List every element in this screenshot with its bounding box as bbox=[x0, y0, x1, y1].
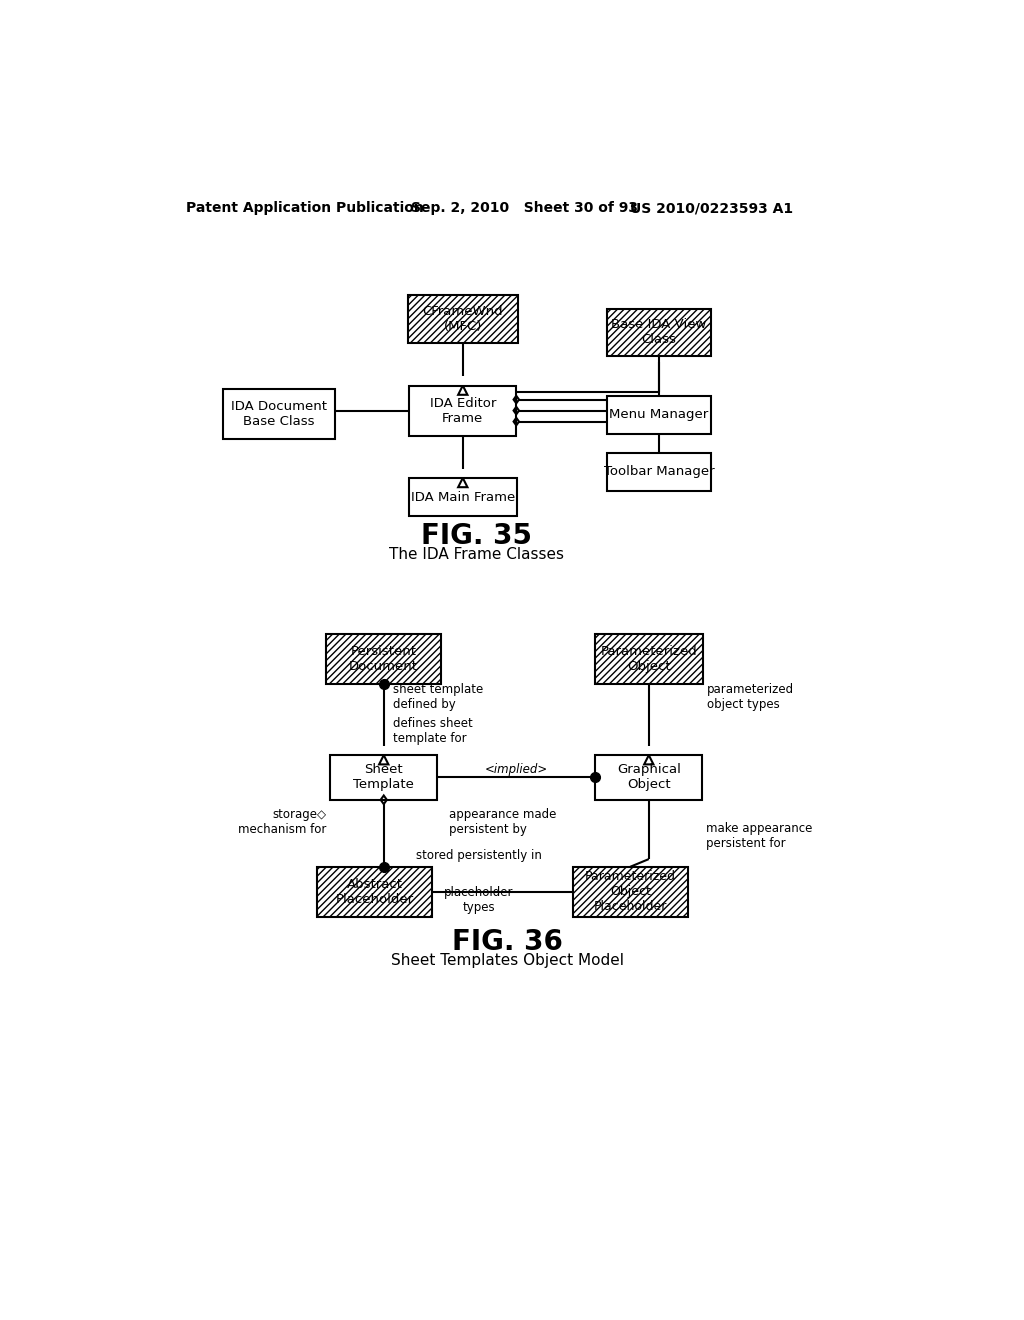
Text: Sheet Templates Object Model: Sheet Templates Object Model bbox=[391, 953, 625, 969]
Text: Toolbar Manager: Toolbar Manager bbox=[603, 465, 714, 478]
Bar bbox=[223, 389, 335, 440]
Text: Persistent
Document: Persistent Document bbox=[349, 645, 418, 673]
Text: IDA Document
Base Class: IDA Document Base Class bbox=[231, 400, 327, 429]
Text: defines sheet
template for: defines sheet template for bbox=[393, 717, 473, 744]
Bar bbox=[331, 755, 437, 800]
Text: Parameterized
Object: Parameterized Object bbox=[600, 645, 697, 673]
Bar bbox=[606, 309, 712, 356]
Text: Patent Application Publication: Patent Application Publication bbox=[186, 202, 424, 215]
Bar bbox=[327, 635, 441, 684]
Text: CFrameWnd
(MFC): CFrameWnd (MFC) bbox=[423, 305, 503, 334]
Text: IDA Editor
Frame: IDA Editor Frame bbox=[430, 396, 496, 425]
Text: Base IDA View
Class: Base IDA View Class bbox=[611, 318, 707, 346]
Text: Graphical
Object: Graphical Object bbox=[616, 763, 681, 792]
Bar bbox=[410, 385, 516, 436]
Bar bbox=[595, 635, 703, 684]
Text: FIG. 35: FIG. 35 bbox=[421, 521, 532, 549]
Text: appearance made
persistent by: appearance made persistent by bbox=[449, 808, 556, 836]
Bar bbox=[409, 478, 517, 516]
Bar bbox=[606, 396, 712, 434]
Text: Abstract
Placeholder: Abstract Placeholder bbox=[336, 878, 414, 906]
Text: IDA Main Frame: IDA Main Frame bbox=[411, 491, 515, 504]
Text: placeholder
types: placeholder types bbox=[444, 886, 514, 913]
Bar bbox=[317, 867, 432, 917]
Text: Sheet
Template: Sheet Template bbox=[353, 763, 414, 792]
Bar bbox=[595, 635, 703, 684]
Bar bbox=[408, 296, 518, 343]
Bar bbox=[572, 867, 687, 917]
Text: Sep. 2, 2010   Sheet 30 of 93: Sep. 2, 2010 Sheet 30 of 93 bbox=[411, 202, 638, 215]
Text: The IDA Frame Classes: The IDA Frame Classes bbox=[389, 546, 564, 562]
Bar bbox=[572, 867, 687, 917]
Text: make appearance
persistent for: make appearance persistent for bbox=[707, 822, 812, 850]
Bar bbox=[327, 635, 441, 684]
Text: storage◇
mechanism for: storage◇ mechanism for bbox=[238, 808, 327, 836]
Bar bbox=[595, 755, 702, 800]
Bar bbox=[317, 867, 432, 917]
Text: Menu Manager: Menu Manager bbox=[609, 408, 709, 421]
Text: parameterized
object types: parameterized object types bbox=[707, 684, 794, 711]
Bar bbox=[408, 296, 518, 343]
Text: Parameterized
Object
Placeholder: Parameterized Object Placeholder bbox=[585, 870, 676, 913]
Text: sheet template
defined by: sheet template defined by bbox=[393, 684, 483, 711]
Text: stored persistently in: stored persistently in bbox=[416, 849, 542, 862]
Bar bbox=[606, 309, 712, 356]
Text: US 2010/0223593 A1: US 2010/0223593 A1 bbox=[630, 202, 794, 215]
Text: FIG. 36: FIG. 36 bbox=[453, 928, 563, 956]
Bar bbox=[606, 453, 712, 491]
Text: <implied>: <implied> bbox=[484, 763, 548, 776]
